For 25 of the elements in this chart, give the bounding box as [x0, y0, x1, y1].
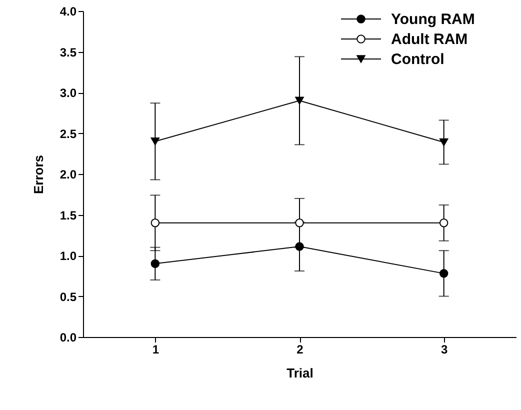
y-tick-label: 2.0	[60, 168, 77, 182]
point	[150, 138, 160, 146]
x-tick-label: 1	[152, 342, 160, 356]
point	[439, 138, 448, 146]
x-axis-title: Trial	[286, 366, 314, 380]
y-tick-label: 4.0	[60, 4, 77, 18]
point	[295, 96, 304, 105]
point	[439, 269, 448, 278]
point	[150, 259, 160, 268]
y-tick-label: 0.0	[60, 330, 77, 344]
y-tick-label: 2.5	[60, 126, 77, 141]
y-axis-title: Errors	[30, 154, 46, 194]
y-tick-label: 0.5	[60, 290, 77, 304]
legend-label: Control	[391, 51, 444, 68]
x-tick-label: 3	[440, 342, 448, 356]
y-tick-label: 1.5	[60, 208, 77, 222]
legend-label: Young RAM	[391, 11, 475, 28]
point	[439, 218, 448, 228]
point	[150, 218, 160, 228]
y-tick-label: 1.0	[60, 249, 77, 263]
y-tick-label: 3.5	[60, 45, 77, 60]
x-tick-label: 2	[296, 342, 304, 356]
point	[295, 218, 304, 228]
legend-label: Adult RAM	[391, 31, 468, 48]
y-tick-label: 3.0	[60, 86, 77, 100]
